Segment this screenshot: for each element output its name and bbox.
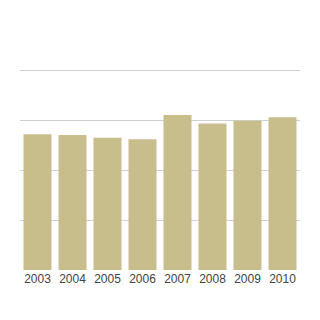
svg-text:2008: 2008 xyxy=(199,272,226,286)
svg-text:2006: 2006 xyxy=(129,272,156,286)
svg-text:2005: 2005 xyxy=(94,272,121,286)
svg-text:2007: 2007 xyxy=(164,272,191,286)
svg-text:2004: 2004 xyxy=(59,272,86,286)
svg-text:2009: 2009 xyxy=(234,272,261,286)
svg-text:2010: 2010 xyxy=(269,272,296,286)
svg-text:2003: 2003 xyxy=(24,272,51,286)
